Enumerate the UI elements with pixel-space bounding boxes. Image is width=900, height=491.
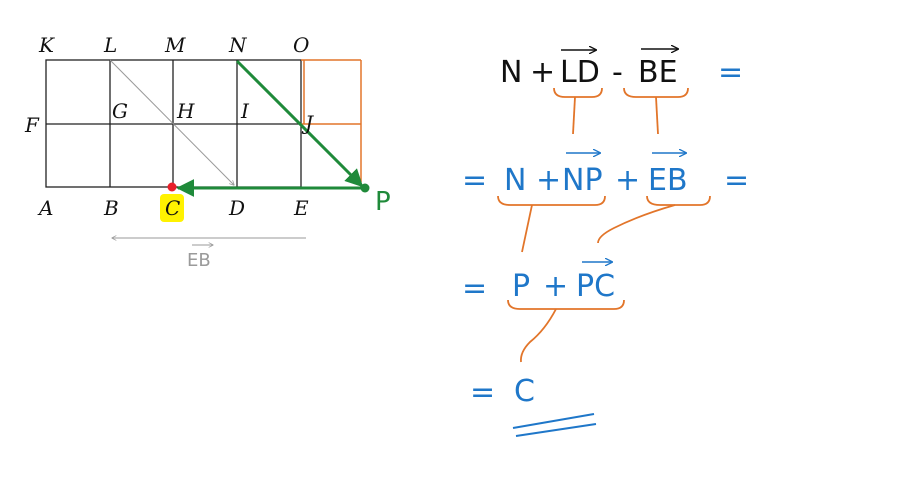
label-k: K bbox=[38, 33, 55, 57]
label-o: O bbox=[293, 33, 309, 57]
label-l: L bbox=[103, 33, 117, 57]
label-f: F bbox=[24, 113, 40, 137]
orange-construction-lines bbox=[301, 59, 362, 182]
l1-op2: - bbox=[612, 55, 623, 90]
derivation-line-3: = P + PC bbox=[462, 262, 615, 306]
label-j: J bbox=[301, 111, 314, 135]
derivation-line-2: = N + NP + EB = bbox=[462, 153, 749, 198]
label-b: B bbox=[103, 196, 119, 220]
l3-equals: = bbox=[462, 271, 487, 306]
l1-op1: + bbox=[530, 55, 555, 90]
l4-equals: = bbox=[470, 375, 495, 410]
l1-vec1: LD bbox=[560, 55, 600, 90]
label-a: A bbox=[37, 196, 53, 220]
diagonal-ld bbox=[109, 59, 234, 185]
result-double-underline bbox=[512, 413, 597, 437]
label-i: I bbox=[240, 99, 250, 123]
c-highlight bbox=[160, 194, 184, 222]
line3-brace bbox=[507, 299, 625, 363]
derivation-line-4: = C bbox=[470, 374, 535, 410]
label-c: C bbox=[165, 196, 180, 220]
label-e: E bbox=[293, 196, 309, 220]
vector-np bbox=[235, 59, 364, 188]
point-c-dot bbox=[167, 182, 177, 192]
derivation-line-1: N + LD - BE = bbox=[500, 49, 743, 90]
label-g: G bbox=[112, 99, 128, 123]
l2-start: N bbox=[504, 163, 526, 198]
hint-eb-label: EB bbox=[187, 250, 211, 271]
l2-op1: + bbox=[536, 163, 561, 198]
l2-equals-end: = bbox=[724, 163, 749, 198]
label-p: P bbox=[375, 187, 391, 217]
l2-vec2: EB bbox=[648, 163, 688, 198]
l3-vec1: PC bbox=[576, 269, 615, 304]
l1-vec2: BE bbox=[638, 55, 678, 90]
l1-equals: = bbox=[718, 55, 743, 90]
label-m: M bbox=[164, 33, 186, 57]
l2-op2: + bbox=[615, 163, 640, 198]
l2-equals: = bbox=[462, 163, 487, 198]
l3-start: P bbox=[512, 269, 530, 304]
l3-op1: + bbox=[543, 269, 568, 304]
l4-result: C bbox=[514, 374, 535, 409]
l1-start: N bbox=[500, 55, 522, 90]
label-n: N bbox=[228, 33, 248, 57]
label-h: H bbox=[176, 99, 195, 123]
line1-braces bbox=[553, 87, 689, 135]
line2-braces bbox=[497, 195, 711, 253]
label-d: D bbox=[228, 196, 245, 220]
point-p-dot bbox=[360, 183, 370, 193]
l2-vec1: NP bbox=[562, 163, 603, 198]
